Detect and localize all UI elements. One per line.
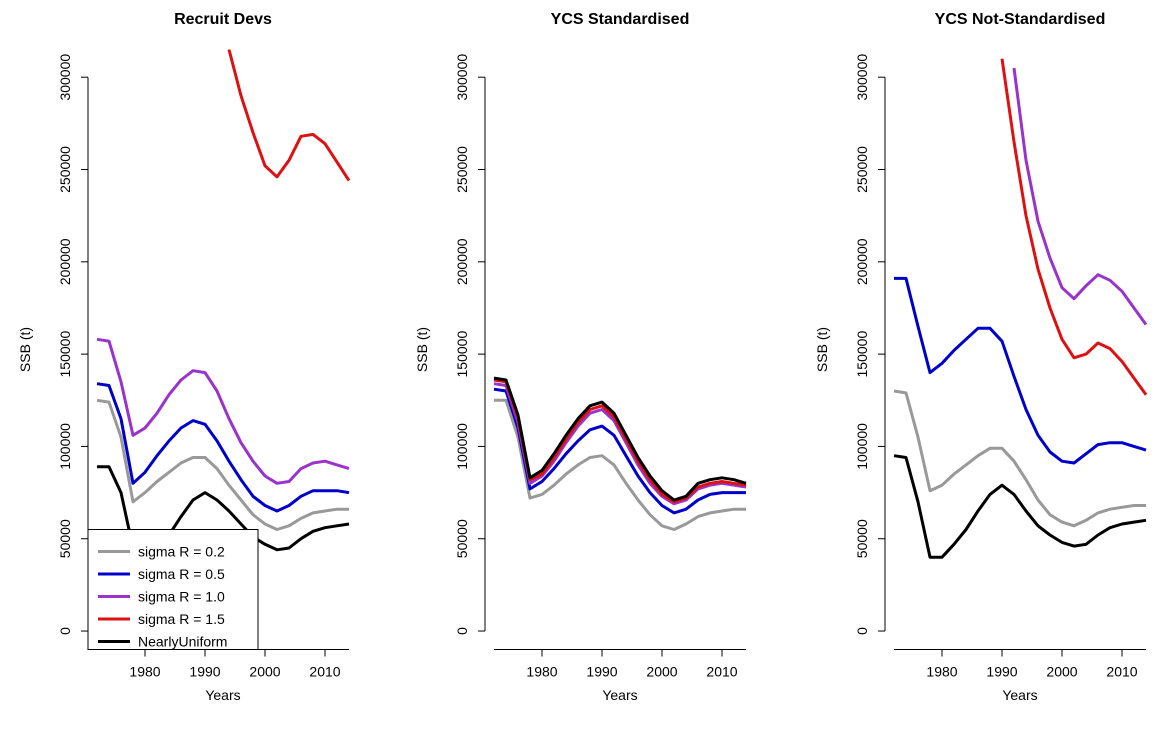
plot-area <box>493 376 747 531</box>
y-tick-label: 0 <box>854 627 870 635</box>
plot-area <box>893 58 1148 559</box>
y-tick-label: 100000 <box>57 423 73 470</box>
x-tick-label: 1980 <box>526 664 557 680</box>
x-tick-label: 1980 <box>129 664 160 680</box>
panel-title: YCS Standardised <box>551 11 690 28</box>
x-tick-label: 2000 <box>1046 664 1077 680</box>
plot-area <box>96 49 351 559</box>
legend-label: sigma R = 1.5 <box>138 611 225 627</box>
series-line <box>96 337 350 485</box>
x-tick-label: 1990 <box>189 664 220 680</box>
y-tick-label: 50000 <box>57 519 73 558</box>
y-tick-label: 300000 <box>57 54 73 101</box>
y-tick-label: 250000 <box>454 146 470 193</box>
x-tick-label: 1990 <box>586 664 617 680</box>
y-tick-label: 300000 <box>454 54 470 101</box>
y-tick-label: 200000 <box>854 238 870 285</box>
series-line <box>493 387 746 515</box>
y-tick-label: 200000 <box>57 238 73 285</box>
y-axis-label: SSB (t) <box>814 327 830 372</box>
series-line <box>893 389 1146 528</box>
series-line <box>227 49 351 182</box>
legend-label: sigma R = 0.5 <box>138 566 225 582</box>
legend-label: sigma R = 0.2 <box>138 544 225 560</box>
legend-label: NearlyUniform <box>138 634 227 650</box>
x-axis-label: Years <box>602 687 637 703</box>
x-tick-label: 1980 <box>926 664 957 680</box>
series-line <box>493 382 747 506</box>
y-tick-label: 50000 <box>454 519 470 558</box>
series-line <box>493 376 747 502</box>
x-tick-label: 2010 <box>309 664 340 680</box>
x-axis-label: Years <box>1002 687 1037 703</box>
y-tick-label: 250000 <box>854 146 870 193</box>
y-tick-label: 300000 <box>854 54 870 101</box>
x-tick-label: 2010 <box>1106 664 1137 680</box>
series-line <box>96 398 349 531</box>
x-axis-label: Years <box>205 687 240 703</box>
y-tick-label: 150000 <box>454 331 470 378</box>
y-axis-label: SSB (t) <box>414 327 430 372</box>
series-line <box>494 398 746 531</box>
y-tick-label: 200000 <box>454 238 470 285</box>
y-axis-label: SSB (t) <box>17 327 33 372</box>
y-tick-label: 100000 <box>854 423 870 470</box>
series-line <box>493 378 747 504</box>
legend-box <box>87 529 259 650</box>
y-tick-label: 150000 <box>57 331 73 378</box>
series-line <box>1012 67 1148 326</box>
y-tick-label: 150000 <box>854 331 870 378</box>
x-tick-label: 1990 <box>986 664 1017 680</box>
x-tick-label: 2010 <box>706 664 737 680</box>
y-tick-label: 0 <box>454 627 470 635</box>
y-tick-label: 100000 <box>454 423 470 470</box>
x-tick-label: 2000 <box>249 664 280 680</box>
panel-title: YCS Not-Standardised <box>935 11 1106 28</box>
series-line <box>96 382 350 513</box>
x-tick-label: 2000 <box>646 664 677 680</box>
y-tick-label: 50000 <box>854 519 870 558</box>
series-line <box>893 454 1147 559</box>
series-line <box>894 276 1147 465</box>
panel-title: Recruit Devs <box>174 11 272 28</box>
legend-label: sigma R = 1.0 <box>138 589 225 605</box>
series-line <box>1000 58 1148 396</box>
y-tick-label: 0 <box>57 627 73 635</box>
y-tick-label: 250000 <box>57 146 73 193</box>
